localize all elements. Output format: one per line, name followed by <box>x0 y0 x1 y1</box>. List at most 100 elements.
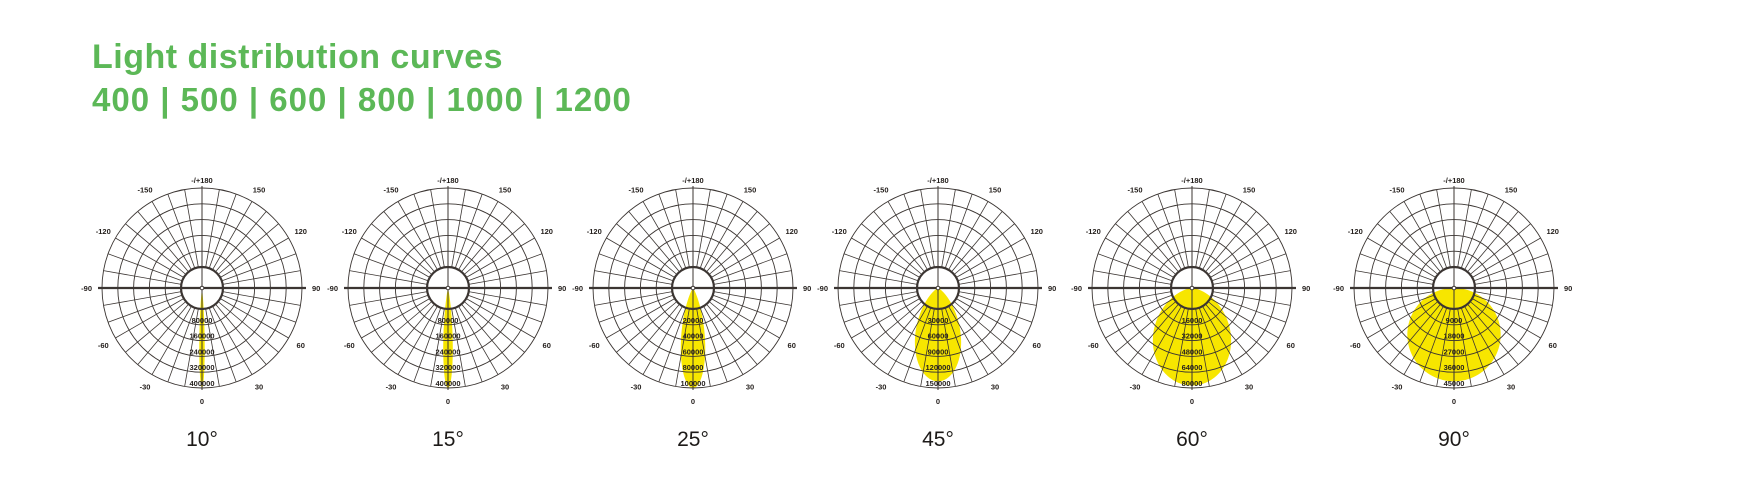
grid-spoke <box>115 237 185 278</box>
grid-spoke <box>103 291 182 306</box>
grid-spoke <box>1464 201 1505 271</box>
angle-label: -/+180 <box>927 176 948 185</box>
angle-label: 120 <box>785 227 798 236</box>
grid-spoke <box>941 189 956 268</box>
hub-circle <box>179 265 225 311</box>
center-marker <box>199 285 205 291</box>
grid-spoke <box>458 201 499 271</box>
grid-spoke <box>219 298 289 339</box>
angle-label: 60 <box>1549 341 1557 350</box>
grid-spoke <box>658 193 687 269</box>
grid-spoke <box>1419 307 1448 383</box>
grid-spoke <box>957 294 1033 323</box>
grid-spoke <box>941 308 956 387</box>
grid-spoke <box>167 307 196 383</box>
hub-circle <box>670 265 716 311</box>
grid-spoke <box>1093 270 1172 285</box>
grid-spoke <box>1473 294 1549 323</box>
grid-spoke <box>658 307 687 383</box>
grid-spoke <box>843 253 919 282</box>
grid-spoke <box>1195 308 1210 387</box>
grid-spoke <box>151 305 192 375</box>
grid-spoke <box>699 307 728 383</box>
radial-tick-label: 16000 <box>1182 316 1203 325</box>
grid-spoke <box>468 270 547 285</box>
radial-tick-label: 20000 <box>683 316 704 325</box>
grid-spoke <box>137 303 189 365</box>
radial-tick-label: 40000 <box>683 332 704 341</box>
grid-spoke <box>1377 301 1439 353</box>
grid-spoke <box>1127 303 1179 365</box>
grid-spoke <box>920 308 935 387</box>
grid-spoke <box>675 308 690 387</box>
grid-spoke <box>944 193 973 269</box>
grid-spoke <box>713 291 792 306</box>
radial-tick-label: 27000 <box>1444 347 1465 356</box>
angle-label: -/+180 <box>437 176 458 185</box>
grid-spoke <box>451 189 466 268</box>
grid-spoke <box>606 237 676 278</box>
grid-spoke <box>221 294 297 323</box>
angle-label: 120 <box>540 227 553 236</box>
grid-spoke <box>454 307 483 383</box>
angle-label: -90 <box>1333 284 1344 293</box>
angle-label: 90 <box>1048 284 1056 293</box>
grid-spoke <box>1471 237 1541 278</box>
angle-label: -30 <box>140 383 151 392</box>
angle-label: -90 <box>81 284 92 293</box>
angle-label: -30 <box>1392 383 1403 392</box>
grid-spoke <box>958 270 1037 285</box>
grid-spoke <box>1212 270 1291 285</box>
angle-label: 0 <box>200 397 204 406</box>
radial-tick-label: 60000 <box>683 347 704 356</box>
grid-spoke <box>699 193 728 269</box>
grid-spoke <box>948 201 989 271</box>
angle-label: -90 <box>572 284 583 293</box>
grid-spoke <box>628 211 680 273</box>
light-distribution-plot: 80000 160000 240000 320000 400000 -/+180 -150 1… <box>327 176 566 406</box>
angle-label: 90 <box>1302 284 1310 293</box>
grid-spoke <box>706 211 758 273</box>
grid-spoke <box>371 223 433 275</box>
angle-label: -/+180 <box>682 176 703 185</box>
chart-caption: 45° <box>922 428 954 451</box>
grid-spoke <box>903 193 932 269</box>
light-distribution-plot: 20000 40000 60000 80000 100000 -/+180 -150 150 -… <box>572 176 811 406</box>
grid-spoke <box>1457 308 1472 387</box>
grid-spoke <box>1460 193 1489 269</box>
grid-spoke <box>1474 270 1553 285</box>
polar-chart-25: 20000 40000 60000 80000 100000 -/+180 -150 150 -… <box>563 143 823 443</box>
page-subtitle: 400 | 500 | 600 | 800 | 1000 | 1200 <box>92 80 632 118</box>
angle-label: 90 <box>1564 284 1572 293</box>
grid-spoke <box>861 301 923 353</box>
grid-spoke <box>397 201 438 271</box>
radial-tick-label: 64000 <box>1182 363 1203 372</box>
grid-spoke <box>413 307 442 383</box>
chart-caption: 25° <box>677 428 709 451</box>
grid-spoke <box>920 189 935 268</box>
grid-spoke <box>461 303 513 365</box>
grid-spoke <box>944 307 973 383</box>
page-title: Light distribution curves <box>92 38 504 76</box>
angle-label: -120 <box>1348 227 1363 236</box>
grid-spoke <box>430 308 445 387</box>
grid-spoke <box>184 308 199 387</box>
grid-spoke <box>712 294 788 323</box>
grid-spoke <box>675 189 690 268</box>
angle-label: -150 <box>1127 185 1142 194</box>
radial-tick-label: 32000 <box>1182 332 1203 341</box>
grid-spoke <box>598 253 674 282</box>
radial-tick-label: 80000 <box>438 316 459 325</box>
grid-spoke <box>706 303 758 365</box>
grid-spoke <box>1157 307 1186 383</box>
grid-spoke <box>948 305 989 375</box>
center-marker <box>935 285 941 291</box>
grid-spoke <box>1115 223 1177 275</box>
grid-spoke <box>184 189 199 268</box>
grid-spoke <box>1127 211 1179 273</box>
grid-spoke <box>1105 298 1175 339</box>
angle-label: -60 <box>589 341 600 350</box>
radial-tick-label: 9000 <box>1446 316 1463 325</box>
radial-tick-label: 240000 <box>189 347 214 356</box>
radial-tick-label: 160000 <box>435 332 460 341</box>
